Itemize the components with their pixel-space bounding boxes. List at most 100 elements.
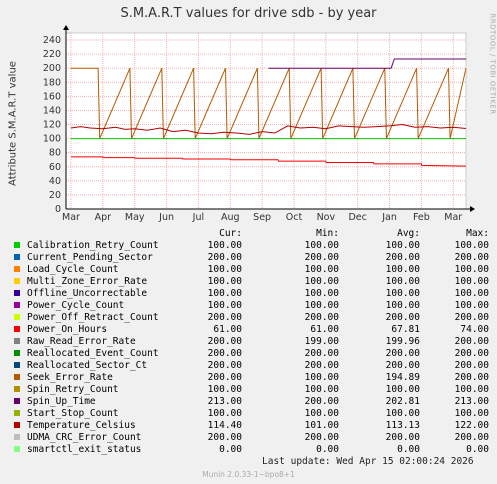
legend-cur: 100.00 <box>207 300 242 311</box>
legend-max: 74.00 <box>460 324 489 335</box>
legend-cur: 100.00 <box>207 288 242 299</box>
x-tick-label: Apr <box>95 212 112 223</box>
legend-avg: 200.00 <box>385 312 420 323</box>
legend-item: Start_Stop_Count 100.00 100.00 100.00 100.00 <box>12 408 497 420</box>
legend-item: Power_Off_Retract_Count 200.00 200.00 200.0… <box>12 312 497 324</box>
x-tick-label: Feb <box>413 212 430 223</box>
chart-plot: 0 20 40 60 80 100 120 140 160 180 200 220 240 Mar Apr… <box>43 25 475 223</box>
legend-max: 122.00 <box>454 420 489 431</box>
legend-max: 100.00 <box>454 300 489 311</box>
legend-cur: 114.40 <box>207 420 242 431</box>
legend-min: 200.00 <box>304 360 339 371</box>
legend-swatch <box>14 434 20 440</box>
legend-name: Load_Cycle_Count <box>27 264 119 275</box>
legend-name: Spin_Retry_Count <box>27 384 119 395</box>
y-tick-label: 60 <box>49 162 61 173</box>
legend-min: 200.00 <box>304 348 339 359</box>
legend-item: Current_Pending_Sector 200.00 200.00 200.00… <box>12 252 497 264</box>
legend-item: Multi_Zone_Error_Rate 100.00 100.00 100.00 1… <box>12 276 497 288</box>
header-min: Min: <box>316 228 339 239</box>
legend-name: Reallocated_Sector_Ct <box>27 360 148 371</box>
legend-swatch <box>14 278 20 284</box>
series-line-spin-up-time <box>268 58 466 69</box>
legend-avg: 100.00 <box>385 384 420 395</box>
x-axis-arrow <box>470 206 475 212</box>
legend-name: Spin_Up_Time <box>27 396 96 407</box>
series-line-seek-error-rate <box>71 67 467 139</box>
legend-max: 100.00 <box>454 240 489 251</box>
x-tick-label: Jun <box>158 212 174 223</box>
grid <box>66 33 466 210</box>
legend-name: Current_Pending_Sector <box>27 252 153 263</box>
legend-swatch <box>14 266 20 272</box>
legend-name: Power_On_Hours <box>27 324 108 335</box>
legend-max: 200.00 <box>454 372 489 383</box>
legend-min: 100.00 <box>304 300 339 311</box>
legend-avg: 100.00 <box>385 240 420 251</box>
legend-avg: 202.81 <box>385 396 420 407</box>
legend-cur: 100.00 <box>207 276 242 287</box>
legend-max: 100.00 <box>454 264 489 275</box>
chart-title: S.M.A.R.T values for drive sdb - by year <box>120 6 377 21</box>
legend-name: Power_Off_Retract_Count <box>27 312 159 323</box>
x-tick-labels: Mar Apr May Jun Jul Aug Sep Oct Nov Dec Jan Feb Mar <box>62 212 462 223</box>
x-tick-label: Jul <box>192 212 204 223</box>
legend-min: 200.00 <box>304 396 339 407</box>
y-axis-arrow <box>63 25 69 30</box>
y-tick-label: 200 <box>43 63 61 74</box>
last-update: Last update: Wed Apr 15 02:00:24 2026 <box>262 456 474 467</box>
legend-item: UDMA_CRC_Error_Count 200.00 200.00 200.00 20… <box>12 432 497 444</box>
legend-swatch <box>14 326 20 332</box>
legend: Cur: Min: Avg: Max: Calibration_Retry_Co… <box>12 228 497 456</box>
legend-name: Temperature_Celsius <box>27 420 136 431</box>
legend-item: Seek_Error_Rate 200.00 100.00 194.89 200.00 <box>12 372 497 384</box>
legend-header: Cur: Min: Avg: Max: <box>12 228 497 240</box>
legend-max: 200.00 <box>454 348 489 359</box>
legend-min: 100.00 <box>304 384 339 395</box>
legend-item: smartctl_exit_status 0.00 0.00 0.00 0.00 <box>12 444 497 456</box>
y-tick-label: 220 <box>43 49 61 60</box>
header-max: Max: <box>466 228 489 239</box>
legend-max: 100.00 <box>454 384 489 395</box>
legend-avg: 200.00 <box>385 348 420 359</box>
legend-swatch <box>14 338 20 344</box>
legend-swatch <box>14 290 20 296</box>
legend-item: Offline_Uncorrectable 100.00 100.00 100.00 1… <box>12 288 497 300</box>
legend-item: Spin_Up_Time 213.00 200.00 202.81 213.00 <box>12 396 497 408</box>
legend-name: Reallocated_Event_Count <box>27 348 159 359</box>
legend-cur: 200.00 <box>207 252 242 263</box>
legend-max: 200.00 <box>454 360 489 371</box>
legend-name: smartctl_exit_status <box>27 444 142 455</box>
series-line-temperature-celsius <box>70 123 467 135</box>
legend-cur: 200.00 <box>207 360 242 371</box>
legend-cur: 0.00 <box>219 444 242 455</box>
legend-cur: 100.00 <box>207 240 242 251</box>
legend-swatch <box>14 362 20 368</box>
header-cur: Cur: <box>219 228 242 239</box>
legend-min: 100.00 <box>304 408 339 419</box>
x-tick-label: Nov <box>317 212 336 223</box>
legend-min: 100.00 <box>304 288 339 299</box>
legend-cur: 200.00 <box>207 336 242 347</box>
legend-name: Multi_Zone_Error_Rate <box>27 276 148 287</box>
legend-max: 200.00 <box>454 252 489 263</box>
legend-max: 100.00 <box>454 288 489 299</box>
legend-min: 100.00 <box>304 276 339 287</box>
legend-cur: 213.00 <box>207 396 242 407</box>
legend-item: Reallocated_Sector_Ct 200.00 200.00 200.00 2… <box>12 360 497 372</box>
y-tick-label: 20 <box>49 190 61 201</box>
legend-name: Seek_Error_Rate <box>27 372 113 383</box>
legend-cur: 100.00 <box>207 264 242 275</box>
legend-swatch <box>14 410 20 416</box>
legend-item: Power_Cycle_Count 100.00 100.00 100.00 100.0… <box>12 300 497 312</box>
y-tick-label: 0 <box>55 204 61 215</box>
legend-swatch <box>14 374 20 380</box>
y-tick-label: 160 <box>43 91 61 102</box>
legend-item: Spin_Retry_Count 100.00 100.00 100.00 100.00 <box>12 384 497 396</box>
legend-avg: 100.00 <box>385 264 420 275</box>
y-tick-label: 240 <box>43 35 61 46</box>
x-tick-label: Sep <box>253 212 271 223</box>
legend-min: 100.00 <box>304 264 339 275</box>
legend-name: Offline_Uncorrectable <box>27 288 148 299</box>
legend-cur: 100.00 <box>207 408 242 419</box>
